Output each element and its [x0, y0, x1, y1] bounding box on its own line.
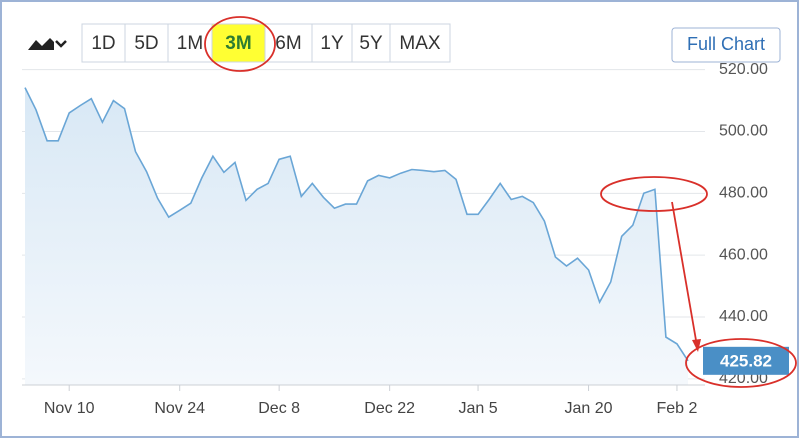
full-chart-button[interactable] [671, 27, 781, 63]
annotation-arrowhead [692, 339, 701, 352]
range-label: 1M [177, 33, 203, 54]
range-label: MAX [399, 33, 441, 54]
full-chart-label: Full Chart [687, 34, 765, 54]
annotation-circle [685, 338, 797, 388]
annotation-arrow [671, 201, 698, 347]
y-tick-label: 520.00 [719, 61, 768, 78]
range-label: 6M [275, 33, 301, 54]
x-tick-label: Jan 20 [565, 400, 613, 417]
last-price-label: 425.82 [720, 351, 772, 370]
y-tick-label: 480.00 [719, 185, 768, 202]
price-line [24, 87, 689, 362]
range-label: 5D [134, 33, 158, 54]
range-label: 1Y [320, 33, 344, 54]
x-tick-label: Nov 10 [44, 400, 95, 417]
range-button[interactable] [351, 23, 391, 63]
x-tick-label: Dec 22 [364, 400, 415, 417]
range-buttons: 1D 5D 1M 3M 6M 1Y 5Y MAX [81, 23, 451, 63]
y-tick-label: 440.00 [719, 308, 768, 325]
range-button[interactable] [124, 23, 169, 63]
annotation-circle [204, 16, 276, 72]
range-button[interactable] [264, 23, 313, 63]
x-tick-label: Feb 2 [656, 400, 697, 417]
range-label: 1D [91, 33, 115, 54]
chart-type-icon[interactable] [28, 38, 67, 50]
y-tick-label: 460.00 [719, 246, 768, 263]
last-price-badge [703, 346, 789, 375]
range-label: 3M [225, 33, 251, 54]
range-label: 5Y [359, 33, 383, 54]
range-button[interactable] [389, 23, 451, 63]
y-tick-label: 500.00 [719, 123, 768, 140]
area-fill [25, 87, 688, 385]
x-tick-label: Nov 24 [154, 400, 205, 417]
x-tick-label: Jan 5 [458, 400, 497, 417]
x-tick-label: Dec 8 [258, 400, 300, 417]
range-button[interactable] [211, 23, 266, 63]
plot-area: 420.00440.00460.00480.00500.00520.00Nov … [22, 61, 789, 417]
annotation-circle [600, 176, 708, 212]
range-button[interactable] [311, 23, 353, 63]
